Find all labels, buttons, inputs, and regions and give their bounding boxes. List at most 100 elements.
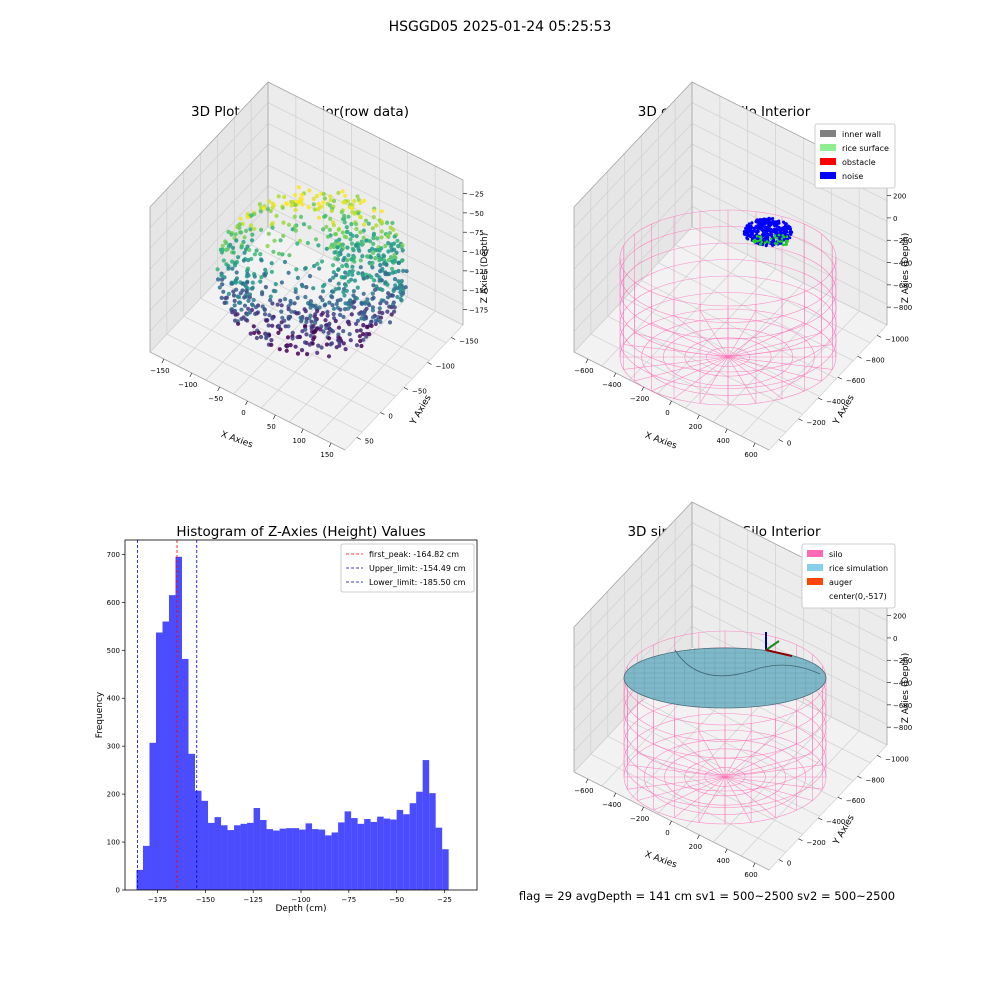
- silo-floor-spoke: [674, 736, 726, 778]
- data-point: [286, 307, 291, 312]
- data-point: [323, 318, 328, 323]
- noise-point: [746, 234, 750, 238]
- data-point: [355, 194, 360, 199]
- data-point: [295, 275, 300, 280]
- data-point: [219, 250, 224, 255]
- data-point: [286, 270, 291, 275]
- data-point: [389, 312, 394, 317]
- data-point: [337, 340, 342, 345]
- data-point: [316, 243, 321, 248]
- rice-surface-point: [781, 240, 784, 243]
- histogram-x-axis-label: Depth (cm): [275, 904, 326, 914]
- noise-point: [783, 232, 787, 236]
- x-tick: [585, 358, 589, 364]
- x-tick: [300, 428, 304, 434]
- data-point: [388, 255, 394, 260]
- data-point: [297, 238, 303, 243]
- data-point: [380, 311, 385, 316]
- rice-surface-point: [759, 243, 763, 246]
- data-point: [316, 343, 321, 348]
- y-tick-label: 0: [116, 887, 120, 895]
- data-point: [285, 335, 291, 340]
- data-point: [346, 272, 351, 277]
- data-point: [294, 267, 299, 272]
- grid-line: [205, 254, 324, 381]
- data-point: [320, 284, 326, 289]
- data-point: [311, 330, 316, 335]
- noise-point: [765, 231, 769, 235]
- grid-line: [740, 730, 860, 857]
- x-tick: [189, 372, 193, 378]
- data-point: [252, 252, 257, 257]
- data-point: [324, 246, 329, 251]
- x-tick-label: −200: [630, 815, 649, 823]
- data-point: [384, 300, 389, 305]
- floor-pane: [574, 227, 887, 450]
- x-tick: [724, 848, 728, 854]
- data-point: [391, 260, 396, 265]
- data-point: [246, 258, 251, 263]
- noise-point: [750, 226, 754, 229]
- x-tick-label: 600: [744, 451, 757, 459]
- y-tick-label: −400: [826, 818, 845, 826]
- z-tick-label: −50: [469, 210, 484, 218]
- data-point: [259, 258, 264, 263]
- data-point: [390, 266, 395, 271]
- data-point: [365, 297, 370, 302]
- data-point: [369, 323, 374, 328]
- data-point: [258, 279, 263, 284]
- panel-classify-3d: 3D classify of Silo Interior −600−400−20…: [573, 81, 912, 459]
- noise-point: [761, 220, 765, 224]
- z-tick-label: −75: [469, 229, 484, 237]
- data-point: [298, 214, 304, 219]
- data-point: [374, 223, 379, 228]
- data-point: [369, 275, 374, 280]
- histogram-bar: [383, 818, 391, 890]
- data-point: [268, 294, 273, 299]
- silo-floor-ring: [664, 748, 786, 806]
- data-point: [349, 312, 354, 317]
- raw-3d-points: [215, 185, 409, 359]
- data-point: [296, 185, 301, 190]
- data-point: [331, 223, 336, 228]
- data-point: [280, 315, 285, 320]
- histogram-bar: [331, 832, 339, 890]
- data-point: [343, 347, 348, 352]
- data-point: [256, 330, 261, 335]
- data-point: [231, 250, 236, 255]
- grid-line: [590, 753, 787, 853]
- noise-point: [784, 222, 788, 226]
- histogram-bar: [195, 790, 202, 890]
- grid-line: [685, 702, 804, 829]
- histogram-bar: [351, 818, 358, 890]
- data-point: [399, 258, 404, 263]
- y-tick: [877, 755, 882, 758]
- data-point: [247, 247, 252, 253]
- data-point: [373, 318, 378, 323]
- data-point: [263, 285, 268, 290]
- silo-floor-spoke: [724, 743, 797, 778]
- data-point: [220, 243, 225, 248]
- x-tick: [161, 358, 165, 364]
- data-point: [312, 263, 317, 269]
- data-point: [282, 259, 288, 265]
- data-point: [331, 289, 336, 294]
- data-point: [321, 200, 326, 205]
- y-tick-label: 0: [388, 413, 392, 421]
- data-point: [328, 194, 333, 199]
- data-point: [330, 295, 335, 300]
- data-point: [338, 307, 343, 312]
- z-tick-label: −25: [469, 191, 484, 199]
- data-point: [350, 233, 355, 238]
- data-point: [276, 251, 282, 256]
- silo-floor-spoke: [698, 731, 726, 778]
- silo-floor-spoke: [724, 776, 776, 818]
- data-point: [351, 289, 356, 294]
- data-point: [307, 225, 312, 230]
- data-point: [293, 207, 298, 213]
- data-point: [391, 227, 396, 232]
- legend-label: rice simulation: [829, 564, 888, 573]
- data-point: [386, 234, 391, 239]
- silo-floor-spoke: [727, 310, 757, 358]
- data-point: [331, 244, 337, 249]
